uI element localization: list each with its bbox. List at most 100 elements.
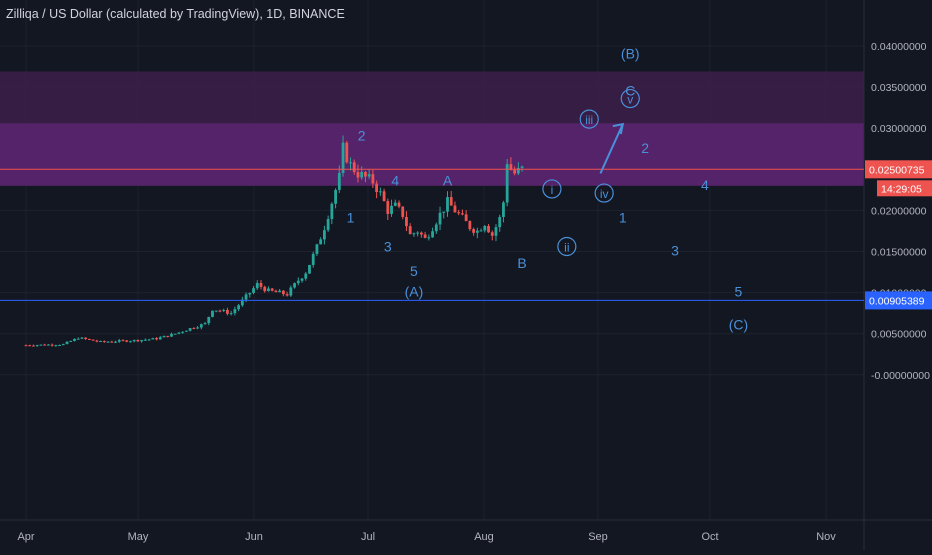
candle-body xyxy=(102,341,106,343)
candle-body xyxy=(367,174,371,177)
y-tick-label: 0.00500000 xyxy=(871,329,927,341)
projection-arrow-head xyxy=(612,122,625,135)
candle-body xyxy=(479,230,483,232)
wave-label-circle xyxy=(579,109,599,129)
candle-body xyxy=(505,164,509,203)
candle-body xyxy=(267,288,270,292)
candle-body xyxy=(375,183,379,193)
resistance-zone-inner xyxy=(0,123,864,186)
candle-body xyxy=(240,299,244,306)
x-tick-label: Apr xyxy=(17,531,34,543)
candle-body xyxy=(222,309,226,311)
candle-body xyxy=(199,324,203,328)
level-price-badge xyxy=(865,291,932,310)
y-tick-label: 0.04000000 xyxy=(871,41,927,53)
wave-label: (C) xyxy=(729,317,748,333)
candle-body xyxy=(203,323,207,325)
candle-body xyxy=(84,337,88,339)
candle-body xyxy=(76,338,80,340)
candle-body xyxy=(91,339,95,341)
candle-body xyxy=(140,340,144,342)
candle-body xyxy=(494,227,498,236)
candle-body xyxy=(326,219,330,231)
candle-body xyxy=(296,280,300,284)
candle-body xyxy=(289,287,293,296)
y-tick-label: 0.03500000 xyxy=(871,82,927,94)
countdown-label: 14:29:05 xyxy=(881,183,922,195)
wave-label: 5 xyxy=(410,263,418,279)
current-price-badge xyxy=(865,160,932,179)
candle-body xyxy=(386,201,390,214)
wave-label: 4 xyxy=(391,173,399,189)
candle-body xyxy=(166,335,170,337)
candle-body xyxy=(334,189,337,204)
candle-body xyxy=(349,162,352,164)
candle-body xyxy=(173,333,177,335)
candle-body xyxy=(248,292,252,295)
candle-body xyxy=(162,335,166,338)
candle-body xyxy=(226,309,229,314)
candle-body xyxy=(475,230,479,233)
candle-body xyxy=(50,344,54,346)
circled-wave-label: iv xyxy=(600,187,609,201)
candle-body xyxy=(498,217,502,228)
candle-body xyxy=(117,340,121,342)
y-tick-label: -0.00000000 xyxy=(871,370,930,382)
candle-body xyxy=(114,341,117,343)
y-tick-label: 0.01500000 xyxy=(871,247,927,259)
candle-body xyxy=(207,316,211,324)
candle-body xyxy=(158,337,162,340)
candle-body xyxy=(315,244,319,254)
candle-body xyxy=(143,339,147,341)
circled-wave-label: ii xyxy=(564,241,569,255)
candle-body xyxy=(184,330,188,332)
wave-label: 1 xyxy=(347,210,355,226)
candle-body xyxy=(308,264,311,274)
wave-label: 4 xyxy=(701,177,709,193)
candle-body xyxy=(211,310,214,317)
wave-label: (B) xyxy=(621,45,640,61)
y-tick-label: 0.03000000 xyxy=(871,123,927,135)
candle-body xyxy=(88,338,91,340)
candle-body xyxy=(181,331,185,333)
candle-body xyxy=(192,328,196,330)
candle-body xyxy=(293,283,296,288)
wave-label: 2 xyxy=(641,140,649,156)
candle-body xyxy=(378,191,382,193)
candle-body xyxy=(438,212,442,225)
candle-body xyxy=(24,345,28,347)
candle-body xyxy=(461,213,464,215)
wave-label: 5 xyxy=(735,284,743,300)
candle-body xyxy=(323,230,326,240)
candle-body xyxy=(345,142,349,163)
candle-body xyxy=(405,216,408,227)
candle-body xyxy=(35,345,39,347)
candle-body xyxy=(259,283,263,287)
candle-body xyxy=(427,237,431,239)
projection-arrow-line xyxy=(599,123,624,174)
candle-body xyxy=(263,286,267,292)
candle-body xyxy=(371,174,375,184)
candle-body xyxy=(330,203,334,220)
circled-wave-label: i xyxy=(551,183,554,197)
candle-body xyxy=(151,338,155,340)
candle-body xyxy=(73,338,76,342)
candle-body xyxy=(360,171,364,178)
candle-body xyxy=(311,253,315,265)
candle-body xyxy=(54,345,58,347)
candle-body xyxy=(125,340,129,342)
candle-body xyxy=(423,234,427,238)
candle-body xyxy=(252,288,255,293)
wave-label: C xyxy=(625,82,635,98)
candle-body xyxy=(356,172,360,178)
candle-body xyxy=(464,214,468,222)
wave-label-circle xyxy=(557,236,577,257)
candle-body xyxy=(270,288,274,291)
wave-label: 2 xyxy=(358,128,366,144)
candle-body xyxy=(147,339,151,341)
x-tick-label: Nov xyxy=(816,531,836,543)
candle-body xyxy=(80,337,84,339)
candle-body xyxy=(337,172,341,190)
